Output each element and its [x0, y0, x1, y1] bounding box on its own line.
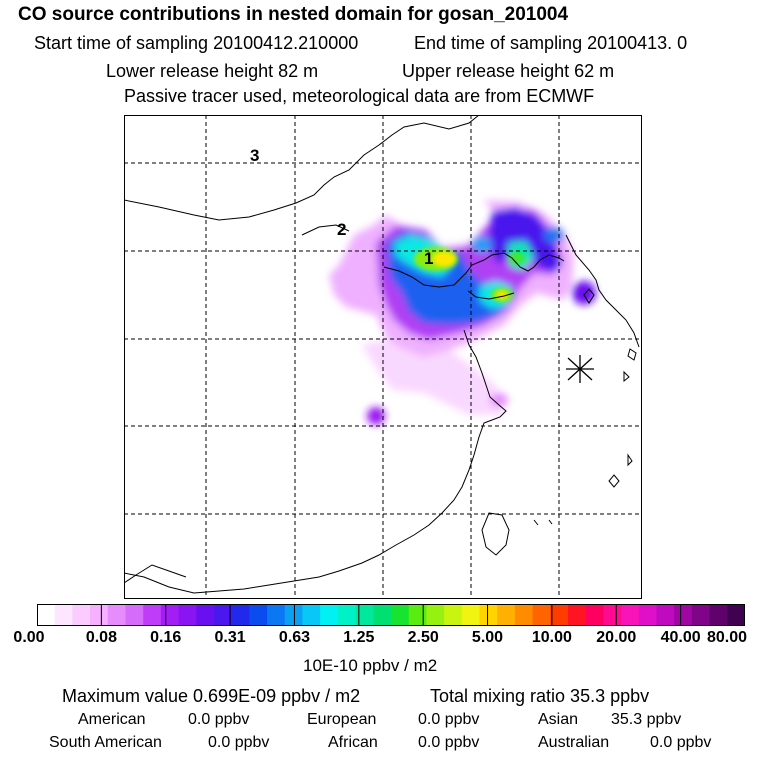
colorbar-cell: [373, 604, 392, 626]
colorbar-cell: [37, 604, 56, 626]
colorbar-cell: [143, 604, 162, 626]
colorbar-tick-label: 80.00: [706, 629, 748, 646]
colorbar: [37, 604, 745, 626]
plume-spot-ne: [544, 227, 564, 243]
colorbar-cell: [231, 604, 250, 626]
concentration-field: [329, 200, 596, 425]
colorbar-cell: [709, 604, 728, 626]
plume-faint: [362, 330, 504, 415]
colorbar-cell: [125, 604, 144, 626]
peak-yellow: [433, 252, 455, 266]
colorbar-cell: [656, 604, 675, 626]
day-label-2: 2: [337, 220, 346, 239]
colorbar-cell: [178, 604, 197, 626]
colorbar-cell: [461, 604, 481, 626]
colorbar-tick-label: 2.50: [407, 629, 439, 646]
region-value-african: 0.0 ppbv: [418, 734, 480, 751]
colorbar-tick-label: 1.25: [343, 629, 375, 646]
colorbar-cell: [568, 604, 587, 626]
colorbar-cell: [249, 604, 268, 626]
region-value-australian: 0.0 ppbv: [650, 734, 712, 751]
colorbar-cell: [196, 604, 215, 626]
region-name-american: American: [78, 711, 146, 728]
colorbar-cell: [479, 604, 498, 626]
colorbar-cell: [214, 604, 233, 626]
colorbar-cell: [691, 604, 711, 626]
region-value-american: 0.0 ppbv: [188, 711, 250, 728]
colorbar-cell: [585, 604, 604, 626]
plume-spot-yangtze: [490, 393, 508, 407]
maximum-value: Maximum value 0.699E-09 ppbv / m2: [62, 686, 361, 706]
colorbar-cell: [160, 604, 180, 626]
start-time: Start time of sampling 20100412.210000: [34, 33, 359, 53]
region-name-south-american: South American: [49, 734, 162, 751]
colorbar-cell: [72, 604, 91, 626]
colorbar-tick-label: 0.08: [85, 629, 117, 646]
day-label-1: 1: [424, 249, 433, 268]
region-value-european: 0.0 ppbv: [418, 711, 480, 728]
total-mixing-ratio: Total mixing ratio 35.3 ppbv: [430, 686, 650, 706]
peak-yellow-east: [497, 291, 507, 299]
colorbar-cell: [426, 604, 445, 626]
colorbar-cell: [674, 604, 693, 626]
colorbar-cell: [514, 604, 534, 626]
region-name-australian: Australian: [538, 734, 610, 751]
plume-spot-east: [572, 281, 596, 305]
colorbar-cell: [302, 604, 321, 626]
colorbar-tick-label: 0.31: [214, 629, 246, 646]
colorbar-cell: [107, 604, 127, 626]
region-name-african: African: [328, 734, 378, 751]
plume-spot-south: [367, 407, 385, 425]
peak-green-north: [509, 252, 525, 264]
colorbar-cell: [550, 604, 569, 626]
colorbar-tick-label: 0.16: [150, 629, 182, 646]
region-name-european: European: [307, 711, 377, 728]
colorbar-units: 10E-10 ppbv / m2: [303, 656, 438, 675]
colorbar-cell: [355, 604, 374, 626]
coastlines: [124, 115, 640, 594]
colorbar-cell: [603, 604, 622, 626]
plot-title: CO source contributions in nested domain…: [18, 4, 569, 25]
colorbar-tick-label: 40.00: [660, 629, 701, 646]
day-label-3: 3: [250, 146, 259, 165]
region-name-asian: Asian: [538, 711, 579, 728]
colorbar-cell: [320, 604, 339, 626]
colorbar-tick-label: 10.00: [531, 629, 572, 646]
plume-spot-mid: [472, 237, 492, 253]
colorbar-tick-label: 0.00: [13, 629, 45, 646]
grid-lines: [124, 115, 642, 599]
plume-blue-north: [489, 207, 562, 273]
colorbar-cell: [391, 604, 410, 626]
colorbar-cell: [497, 604, 516, 626]
colorbar-tick-label: 0.63: [278, 629, 311, 646]
colorbar-cell: [54, 604, 73, 626]
colorbar-cell: [408, 604, 427, 626]
receptor-star-icon: [566, 355, 594, 383]
source-contribution-map: 1 2 3: [124, 115, 642, 599]
region-value-south-american: 0.0 ppbv: [208, 734, 270, 751]
colorbar-cell: [621, 604, 640, 626]
colorbar-cell: [638, 604, 658, 626]
end-time: End time of sampling 20100413. 0: [414, 33, 688, 53]
colorbar-cell: [337, 604, 357, 626]
colorbar-cell: [532, 604, 551, 626]
tracer-note: Passive tracer used, meteorological data…: [124, 86, 595, 106]
colorbar-cell: [444, 604, 463, 626]
colorbar-tick-label: 5.00: [471, 629, 504, 646]
lower-release-height: Lower release height 82 m: [106, 61, 319, 81]
colorbar-cell: [727, 604, 745, 626]
colorbar-cell: [90, 604, 109, 626]
region-value-asian: 35.3 ppbv: [611, 711, 682, 728]
upper-release-height: Upper release height 62 m: [402, 61, 615, 81]
colorbar-tick-label: 20.00: [596, 629, 637, 646]
map-frame: [124, 115, 642, 599]
colorbar-cell: [267, 604, 286, 626]
